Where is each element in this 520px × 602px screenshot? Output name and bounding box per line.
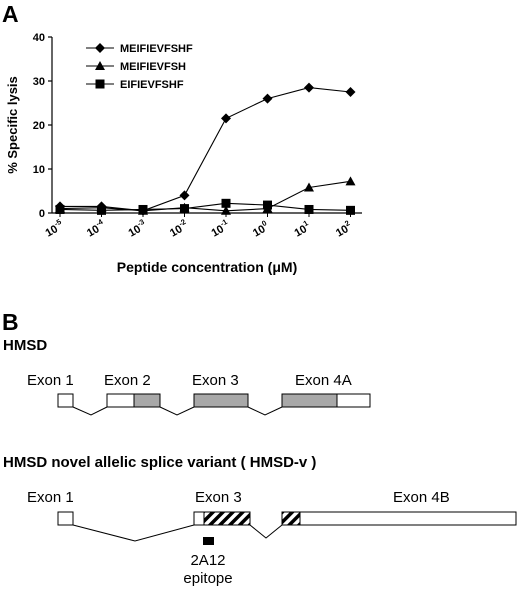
data-point-diamond xyxy=(345,87,356,97)
series-2 xyxy=(55,198,355,215)
panel-a-label: A xyxy=(2,1,19,27)
legend-label: MEIFIEVFSH xyxy=(120,61,186,73)
legend-label: EIFIEVFSHF xyxy=(120,79,184,91)
hmsd-v-exon-3-label: Exon 3 xyxy=(195,489,242,506)
data-point-diamond xyxy=(304,82,314,93)
hmsd-exon-2-utr xyxy=(106,393,135,408)
x-tick-label: 10-4 xyxy=(84,217,109,240)
data-point-square xyxy=(138,204,148,214)
series-line xyxy=(59,202,351,211)
hmsd-v-structure: HMSD novel allelic splice variant ( HMSD… xyxy=(3,454,517,587)
epitope-marker xyxy=(203,537,214,545)
x-tick-label: 10-2 xyxy=(167,217,191,239)
legend-marker-diamond xyxy=(95,43,105,53)
hmsd-exon-1 xyxy=(57,393,74,408)
hmsd-exon-3-coding xyxy=(193,393,249,408)
x-tick-label: 100 xyxy=(250,218,272,239)
data-point-square xyxy=(263,200,272,210)
x-tick-label: 10-5 xyxy=(42,217,66,239)
data-point-square xyxy=(55,204,65,214)
hmsd-structure: HMSD Exon 1 Exon 2 Exon 3 Exon 4A xyxy=(3,337,371,416)
data-point-triangle xyxy=(221,205,231,215)
hmsd-intron-2 xyxy=(159,406,195,416)
series-layer xyxy=(55,82,356,216)
data-point-square xyxy=(304,204,314,214)
data-point-diamond xyxy=(262,93,273,104)
hmsd-intron-3 xyxy=(247,406,283,416)
data-point-diamond xyxy=(179,190,190,201)
hmsd-v-exon-4b-coding xyxy=(281,511,301,526)
hmsd-v-exon-1 xyxy=(57,511,74,526)
data-point-triangle xyxy=(345,176,356,186)
x-tick-label: 101 xyxy=(291,218,313,239)
hmsd-v-intron-1 xyxy=(72,524,195,542)
x-tick-label: 10-3 xyxy=(125,217,149,239)
y-tick-label: 0 xyxy=(39,208,45,220)
data-point-triangle xyxy=(304,182,314,192)
hmsd-v-title: HMSD novel allelic splice variant ( HMSD… xyxy=(3,454,316,471)
y-tick-label: 10 xyxy=(33,164,45,176)
hmsd-v-exon-3-coding xyxy=(203,511,251,526)
y-axis-label: % Specific lysis xyxy=(5,76,20,174)
hmsd-v-exon-3-utr xyxy=(193,511,205,526)
data-point-square xyxy=(180,204,189,214)
x-axis-ticks: 10-5 10-4 10-3 10-2 10-1 100 101 102 xyxy=(42,213,355,240)
hmsd-exon-4a-utr xyxy=(336,393,371,408)
hmsd-exon-4a-coding xyxy=(281,393,338,408)
legend: MEIFIEVFSHF MEIFIEVFSH EIFIEVFSHF xyxy=(86,43,193,91)
hmsd-v-exon-4b-label: Exon 4B xyxy=(393,489,450,506)
hmsd-v-intron-2 xyxy=(249,524,283,539)
hmsd-exon-2-label: Exon 2 xyxy=(104,372,151,389)
x-tick-label: 10-1 xyxy=(208,217,232,239)
hmsd-exon-1-label: Exon 1 xyxy=(27,372,74,389)
hmsd-intron-1 xyxy=(72,406,108,416)
panel-b-label: B xyxy=(2,309,19,335)
data-point-square xyxy=(97,205,106,215)
y-tick-label: 30 xyxy=(33,76,45,88)
epitope-label-line-1: 2A12 xyxy=(190,552,225,569)
y-axis-ticks: 0 10 20 30 40 xyxy=(33,32,52,220)
hmsd-exon-3-label: Exon 3 xyxy=(192,372,239,389)
hmsd-v-exon-4b-utr xyxy=(299,511,517,526)
legend-marker-square xyxy=(95,79,105,89)
hmsd-exon-4a-label: Exon 4A xyxy=(295,372,352,389)
x-tick-label: 102 xyxy=(333,218,355,239)
data-point-square xyxy=(346,205,355,215)
epitope-label-line-2: epitope xyxy=(183,570,232,587)
data-point-square xyxy=(221,198,231,208)
series-line xyxy=(60,87,351,212)
hmsd-v-exon-1-label: Exon 1 xyxy=(27,489,74,506)
y-tick-label: 40 xyxy=(33,32,45,44)
hmsd-exon-2-coding xyxy=(133,393,161,408)
legend-label: MEIFIEVFSHF xyxy=(120,43,193,55)
series-line xyxy=(59,180,351,212)
y-tick-label: 20 xyxy=(33,120,45,132)
x-axis-label: Peptide concentration (μM) xyxy=(117,259,297,275)
series-0 xyxy=(55,82,356,216)
legend-marker-triangle xyxy=(95,61,105,70)
hmsd-title: HMSD xyxy=(3,337,47,354)
data-point-diamond xyxy=(221,113,231,124)
